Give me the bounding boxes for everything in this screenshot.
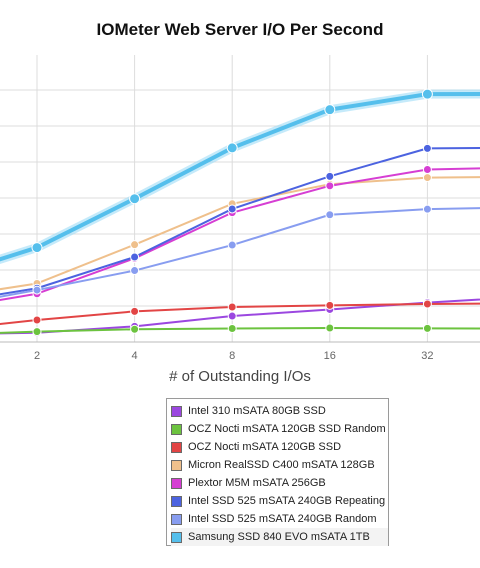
data-point [421, 88, 433, 100]
chart-title: IOMeter Web Server I/O Per Second [96, 20, 384, 39]
data-point [130, 306, 140, 316]
legend-swatch [171, 441, 182, 453]
legend-label: Samsung SSD 840 EVO mSATA 1TB [188, 531, 370, 543]
legend-label: Intel 310 mSATA 80GB SSD [188, 405, 326, 417]
x-tick-label: 4 [132, 350, 138, 360]
data-point [422, 299, 432, 309]
legend-item: Micron RealSSD C400 mSATA 128GB [171, 456, 388, 474]
data-point [227, 302, 237, 312]
x-tick-label: 2 [34, 350, 40, 360]
data-point [227, 311, 237, 321]
data-point [325, 210, 335, 220]
legend-swatch [171, 531, 182, 543]
series-line [0, 92, 480, 262]
data-point [32, 315, 42, 325]
series-glow [0, 89, 480, 264]
legend-swatch [171, 405, 182, 417]
data-point [324, 104, 336, 116]
x-axis-title: # of Outstanding I/Os [169, 368, 311, 385]
data-point [325, 171, 335, 181]
legend-swatch [171, 423, 182, 435]
legend-label: Micron RealSSD C400 mSATA 128GB [188, 459, 375, 471]
data-point [227, 204, 237, 214]
data-point [130, 240, 140, 250]
legend-label: Plextor M5M mSATA 256GB [188, 477, 326, 489]
legend-label: Intel SSD 525 mSATA 240GB Random [188, 513, 377, 525]
legend-swatch [171, 459, 182, 471]
legend-item: OCZ Nocti mSATA 120GB SSD [171, 438, 388, 456]
legend-label: Intel SSD 525 mSATA 240GB Repeating [188, 495, 386, 507]
x-tick-label: 8 [229, 350, 235, 360]
legend-swatch [171, 513, 182, 525]
series-line [0, 167, 480, 301]
legend-item: Plextor M5M mSATA 256GB [171, 474, 388, 492]
series-line [0, 326, 480, 334]
data-point [227, 324, 237, 334]
plot-area: 2 4 8 16 32 [0, 55, 480, 360]
legend-item: Intel 310 mSATA 80GB SSD [171, 402, 388, 420]
legend: Intel 310 mSATA 80GB SSD OCZ Nocti mSATA … [166, 398, 389, 546]
x-tick-label: 32 [421, 350, 433, 360]
legend-item: Intel SSD 525 mSATA 240GB Random [171, 510, 388, 528]
data-point [422, 143, 432, 153]
data-point [325, 181, 335, 191]
data-point [422, 204, 432, 214]
legend-label: OCZ Nocti mSATA 120GB SSD [188, 441, 342, 453]
data-point [130, 324, 140, 334]
x-tick-label: 16 [324, 350, 336, 360]
legend-label: OCZ Nocti mSATA 120GB SSD Random [188, 423, 386, 435]
series-line [0, 207, 480, 298]
legend-item: Intel SSD 525 mSATA 240GB Repeating [171, 492, 388, 510]
data-point [422, 323, 432, 333]
data-point [130, 252, 140, 262]
data-point [422, 164, 432, 174]
legend-swatch [171, 477, 182, 489]
series-line [0, 302, 480, 325]
data-point [129, 193, 141, 205]
data-point [226, 142, 238, 154]
data-point [325, 300, 335, 310]
data-point [422, 173, 432, 183]
legend-swatch [171, 495, 182, 507]
data-point [325, 323, 335, 333]
data-point [227, 240, 237, 250]
data-point [32, 327, 42, 337]
legend-item: OCZ Nocti mSATA 120GB SSD Random [171, 420, 388, 438]
legend-item: Samsung SSD 840 EVO mSATA 1TB [171, 528, 388, 546]
data-point [32, 285, 42, 295]
data-point [31, 242, 43, 254]
data-point [130, 266, 140, 276]
